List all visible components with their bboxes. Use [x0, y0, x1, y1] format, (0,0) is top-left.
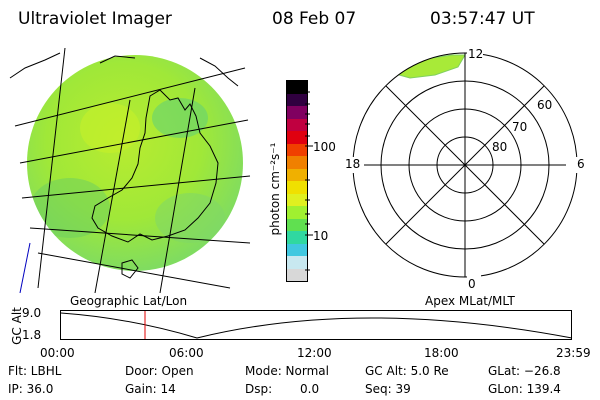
colorbar-segment	[287, 106, 307, 119]
status-filter: Flt: LBHL	[8, 364, 62, 378]
colorbar-unit-label: photon cm⁻²s⁻¹	[268, 142, 282, 236]
xtick-0600: 06:00	[169, 346, 204, 360]
xtick-2359: 23:59	[556, 346, 591, 360]
colorbar-segment	[287, 143, 307, 156]
geographic-image-panel	[9, 47, 251, 293]
xtick-1200: 12:00	[297, 346, 332, 360]
colorbar-segment	[287, 93, 307, 106]
status-ip: IP: 36.0	[8, 382, 54, 396]
status-mode: Mode: Normal	[245, 364, 329, 378]
time-label: 03:57:47 UT	[430, 9, 535, 29]
colorbar-segment	[287, 168, 307, 181]
colorbar-segment	[287, 256, 307, 269]
colorbar-segment	[287, 218, 307, 231]
new-guinea-coastline	[9, 52, 239, 87]
colorbar-segment	[287, 118, 307, 131]
altitude-ytick-high: 9.0	[22, 306, 42, 320]
lat-lon-grid	[14, 47, 251, 293]
mlt-label-12: 12	[468, 47, 484, 61]
status-gain: Gain: 14	[125, 382, 176, 396]
colorbar-segment	[287, 268, 307, 281]
mlat-label-60: 60	[537, 98, 553, 112]
colorbar-segment	[287, 243, 307, 256]
date-label: 08 Feb 07	[272, 9, 357, 29]
colorbar-segment	[287, 131, 307, 144]
colorbar-segment	[287, 81, 307, 94]
xtick-0000: 00:00	[40, 346, 75, 360]
colorbar-segment	[287, 156, 307, 169]
uv-image-disk	[27, 55, 243, 271]
mlat-label-70: 70	[512, 120, 528, 134]
altitude-curve	[60, 312, 573, 339]
geographic-panel-label: Geographic Lat/Lon	[70, 294, 188, 308]
altitude-timeline-plot	[60, 310, 573, 340]
apex-panel-label: Apex MLat/MLT	[425, 294, 515, 308]
colorbar-tick-10: 10	[313, 229, 329, 243]
polar-image-patch	[390, 54, 466, 79]
colorbar-tick-100: 100	[313, 140, 336, 154]
status-glon: GLon: 139.4	[488, 382, 561, 396]
mlt-label-0: 0	[468, 277, 476, 291]
xtick-1800: 18:00	[424, 346, 459, 360]
mlt-label-18: 18	[345, 157, 361, 171]
australia-coastline	[91, 89, 219, 243]
mlat-label-80: 80	[492, 140, 508, 154]
status-seq: Seq: 39	[365, 382, 411, 396]
status-dsp-value: 0.0	[300, 382, 320, 396]
status-glat: GLat: −26.8	[488, 364, 561, 378]
colorbar-segment	[287, 231, 307, 244]
instrument-title: Ultraviolet Imager	[18, 9, 172, 29]
colorbar-ticks	[305, 91, 313, 271]
tasmania-coastline	[121, 259, 139, 279]
colorbar-segment	[287, 193, 307, 206]
day-night-line	[19, 242, 31, 293]
status-dsp-label: Dsp:	[245, 382, 273, 396]
colorbar-segment	[287, 181, 307, 194]
status-gc-alt: GC Alt: 5.0 Re	[365, 364, 449, 378]
colorbar	[286, 80, 308, 282]
status-door: Door: Open	[125, 364, 194, 378]
polar-mlt-plot	[342, 47, 580, 289]
colorbar-segment	[287, 206, 307, 219]
altitude-ytick-low: 1.8	[22, 328, 42, 342]
mlt-label-6: 6	[577, 157, 585, 171]
